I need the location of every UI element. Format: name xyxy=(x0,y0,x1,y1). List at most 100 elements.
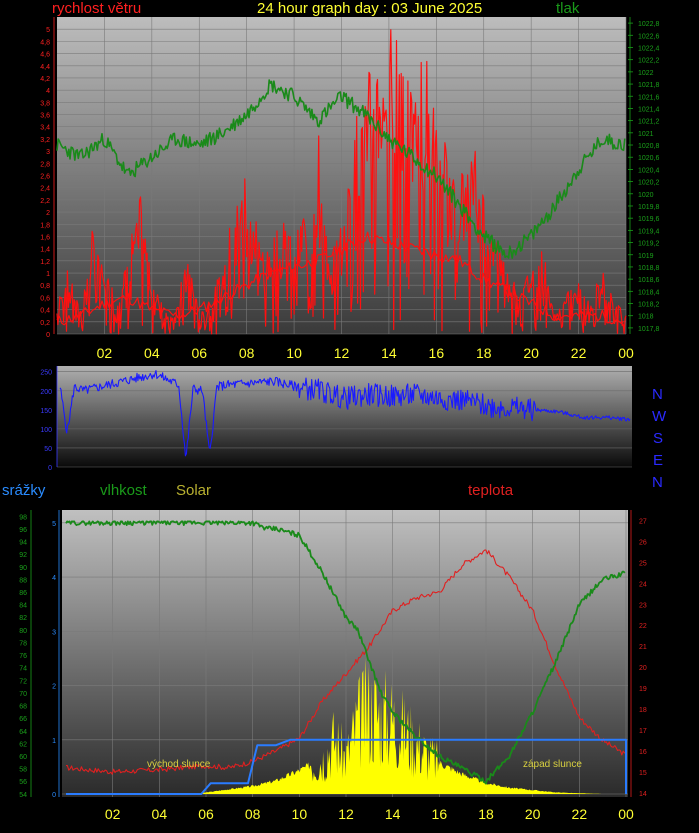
wind-average-series xyxy=(56,231,625,326)
wind-tick-label: 0,6 xyxy=(40,295,50,302)
wind-tick-label: 0,4 xyxy=(40,308,50,315)
wind-tick-label: 0 xyxy=(46,332,50,339)
temperature-series xyxy=(66,549,627,775)
wind-tick-label: 5 xyxy=(46,27,50,34)
wind-tick-label: 1,8 xyxy=(40,222,50,229)
pressure-series xyxy=(56,79,626,259)
wind-speed-legend: rychlost větru xyxy=(52,0,142,17)
wind-tick-label: 3,8 xyxy=(40,100,50,107)
temperature-tick-label: 20 xyxy=(639,665,647,672)
wind-tick-label: 1,2 xyxy=(40,259,50,266)
humidity-tick-label: 72 xyxy=(19,678,27,685)
humidity-tick-label: 54 xyxy=(19,792,27,799)
time-tick-label: 18 xyxy=(478,806,494,822)
temperature-legend: teplota xyxy=(468,482,514,499)
pressure-tick-label: 1019 xyxy=(638,253,654,260)
compass-w: W xyxy=(652,408,667,425)
wind-average-line xyxy=(56,231,625,326)
humidity-tick-label: 62 xyxy=(19,741,27,748)
temperature-tick-label: 23 xyxy=(639,602,647,609)
time-tick-label: 00 xyxy=(618,345,634,361)
time-tick-label: 02 xyxy=(105,806,121,822)
wind-tick-label: 3 xyxy=(46,149,50,156)
wind-tick-label: 3,4 xyxy=(40,125,50,132)
temperature-line xyxy=(66,549,627,775)
time-tick-label: 14 xyxy=(385,806,401,822)
pressure-tick-label: 1022,8 xyxy=(638,21,660,28)
wind-tick-label: 2,6 xyxy=(40,174,50,181)
pressure-tick-label: 1021 xyxy=(638,131,654,138)
temperature-tick-label: 14 xyxy=(639,791,647,798)
direction-tick-label: 250 xyxy=(40,370,52,377)
compass-n-top: N xyxy=(652,386,663,403)
time-tick-label: 00 xyxy=(618,806,634,822)
wind-direction-series xyxy=(59,370,631,457)
time-axis-ticks-top: 02 04 06 08 10 12 14 16 18 20 22 00 xyxy=(97,345,634,361)
time-tick-label: 20 xyxy=(523,345,539,361)
pressure-tick-label: 1021,2 xyxy=(638,119,660,126)
humidity-tick-label: 88 xyxy=(19,577,27,584)
rain-tick-label: 0 xyxy=(52,792,56,799)
pressure-tick-label: 1020,2 xyxy=(638,180,660,187)
humidity-tick-label: 84 xyxy=(19,603,27,610)
humidity-axis-ticks: 54 56 58 60 62 64 66 68 70 72 74 76 78 80 82 84 86 88 90 92… xyxy=(19,510,32,799)
time-tick-label: 18 xyxy=(476,345,492,361)
humidity-tick-label: 64 xyxy=(19,729,27,736)
temperature-tick-label: 18 xyxy=(639,707,647,714)
direction-tick-label: 200 xyxy=(40,389,52,396)
direction-tick-label: 0 xyxy=(48,465,52,472)
wind-axis-ticks: 0 0,2 0,4 0,6 0,8 1 1,2 1,4 1,6 1,8 2 2,2 2,4 2,6 2,8 3… xyxy=(40,17,55,339)
rain-tick-label: 1 xyxy=(52,738,56,745)
rain-tick-label: 5 xyxy=(52,521,56,528)
wind-tick-label: 1,4 xyxy=(40,247,50,254)
time-axis-ticks-bottom: 02 04 06 08 10 12 14 16 18 20 22 00 xyxy=(105,806,634,822)
wind-tick-label: 1,6 xyxy=(40,234,50,241)
pressure-tick-label: 1020 xyxy=(638,192,654,199)
plot3-background xyxy=(62,510,628,797)
sunset-annotation: západ slunce xyxy=(523,759,582,770)
temperature-tick-label: 27 xyxy=(639,518,647,525)
time-tick-label: 14 xyxy=(381,345,397,361)
humidity-tick-label: 80 xyxy=(19,628,27,635)
time-tick-label: 16 xyxy=(432,806,448,822)
temperature-tick-label: 24 xyxy=(639,581,647,588)
time-tick-label: 12 xyxy=(338,806,354,822)
wind-tick-label: 2,8 xyxy=(40,161,50,168)
pressure-tick-label: 1019,2 xyxy=(638,241,660,248)
time-tick-label: 04 xyxy=(152,806,168,822)
pressure-tick-label: 1022,2 xyxy=(638,58,660,65)
time-tick-label: 12 xyxy=(334,345,350,361)
pressure-tick-label: 1021,6 xyxy=(638,94,660,101)
plot2-background xyxy=(57,366,632,467)
temperature-tick-label: 26 xyxy=(639,539,647,546)
pressure-line xyxy=(56,79,626,259)
pressure-legend: tlak xyxy=(556,0,580,17)
humidity-line xyxy=(65,520,626,785)
wind-tick-label: 4,6 xyxy=(40,52,50,59)
temperature-axis-ticks: 14 15 16 17 18 19 20 21 22 23 24 25 26 27 xyxy=(630,510,647,798)
rain-legend: srážky xyxy=(2,482,46,499)
rain-series xyxy=(66,738,627,795)
humidity-tick-label: 82 xyxy=(19,615,27,622)
solar-series xyxy=(194,658,603,794)
time-tick-label: 10 xyxy=(286,345,302,361)
pressure-tick-label: 1018,6 xyxy=(638,277,660,284)
rain-tick-label: 3 xyxy=(52,629,56,636)
pressure-tick-label: 1019,8 xyxy=(638,204,660,211)
humidity-tick-label: 98 xyxy=(19,514,27,521)
direction-tick-label: 50 xyxy=(44,446,52,453)
direction-tick-label: 150 xyxy=(40,408,52,415)
chart-title: 24 hour graph day : 03 June 2025 xyxy=(257,0,483,17)
compass-n-bottom: N xyxy=(652,474,663,491)
pressure-tick-label: 1019,4 xyxy=(638,228,660,235)
pressure-tick-label: 1020,8 xyxy=(638,143,660,150)
pressure-tick-label: 1018,8 xyxy=(638,265,660,272)
wind-tick-label: 4 xyxy=(46,88,50,95)
wind-gust-series xyxy=(56,29,627,335)
time-tick-label: 22 xyxy=(572,806,588,822)
wind-tick-label: 4,2 xyxy=(40,76,50,83)
time-tick-label: 06 xyxy=(191,345,207,361)
pressure-tick-label: 1022,4 xyxy=(638,45,660,52)
humidity-tick-label: 56 xyxy=(19,779,27,786)
